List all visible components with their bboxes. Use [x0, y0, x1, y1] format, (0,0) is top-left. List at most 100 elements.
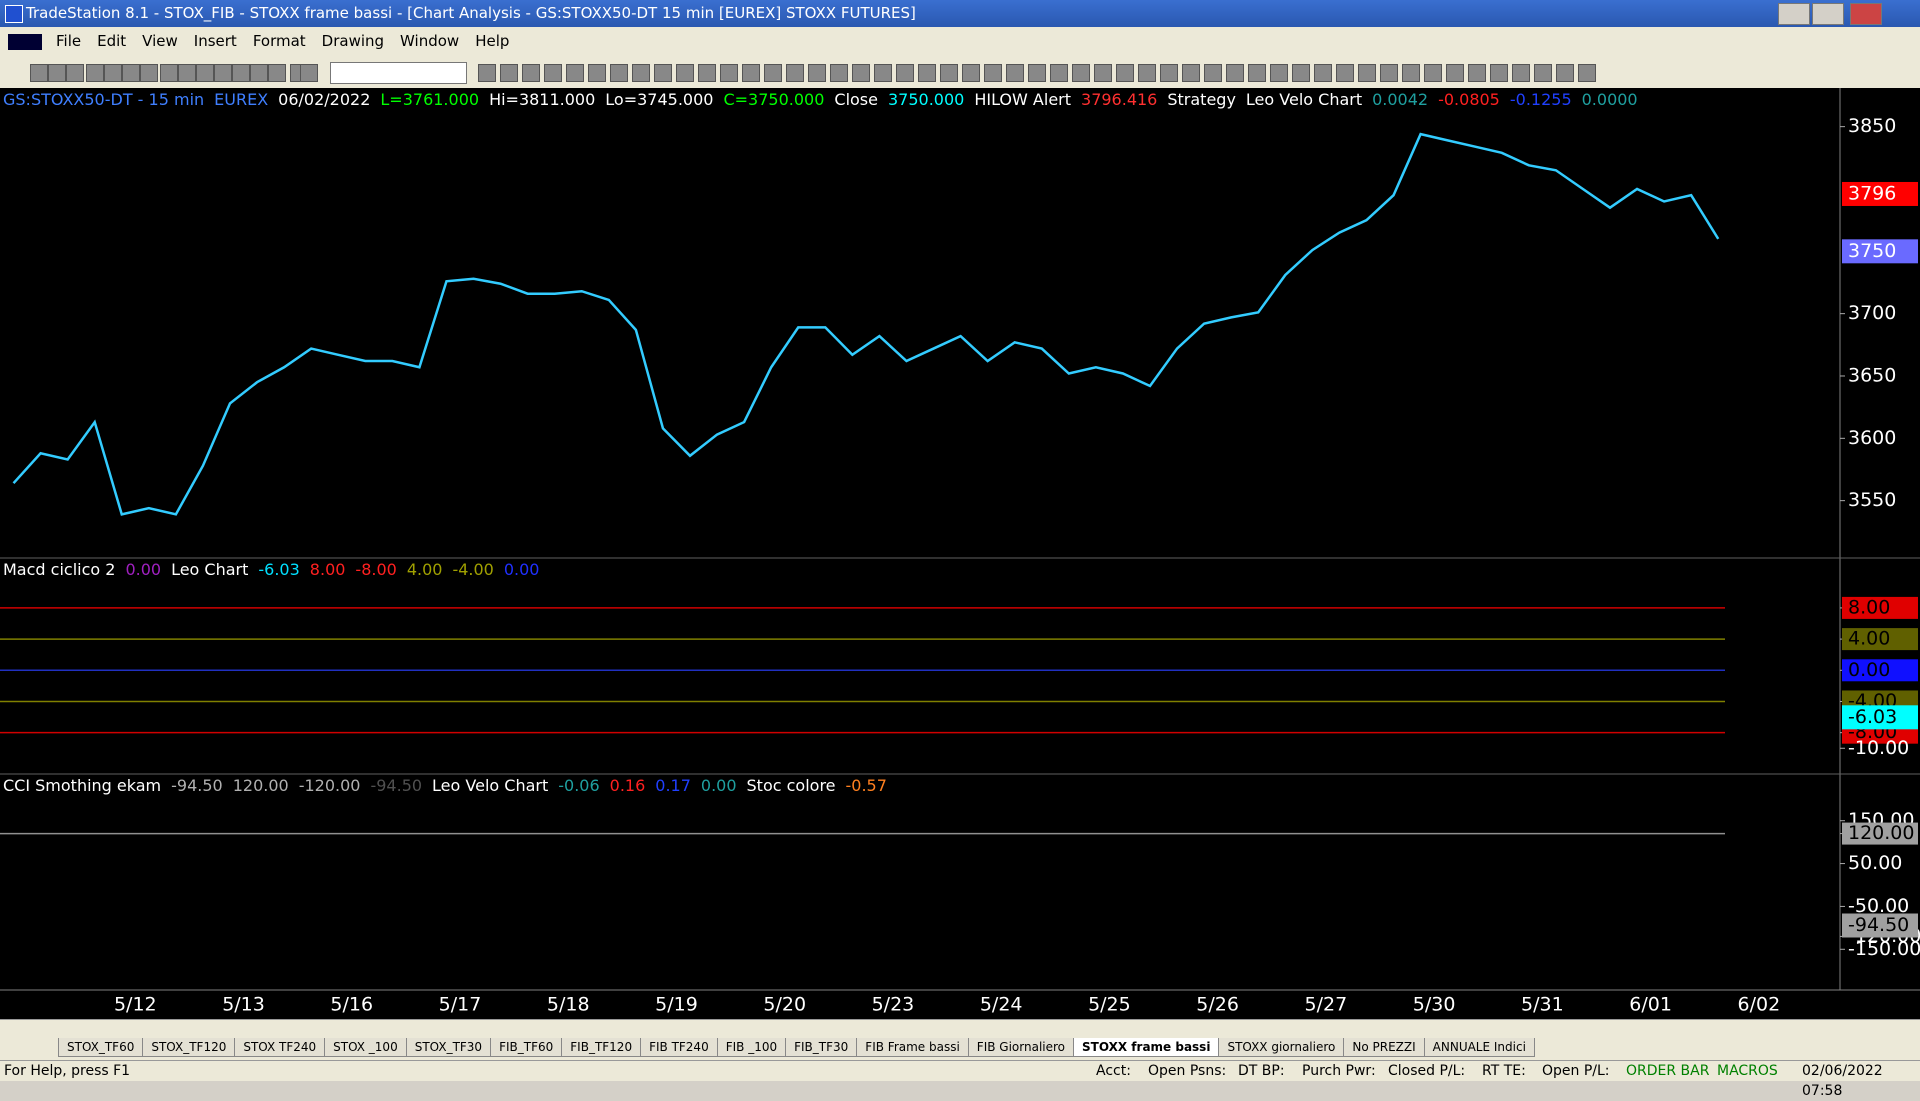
- maximize-button[interactable]: [1812, 3, 1844, 25]
- toolbar-button[interactable]: [1116, 64, 1134, 82]
- toolbar-button[interactable]: [1336, 64, 1354, 82]
- toolbar-button[interactable]: [250, 64, 268, 82]
- toolbar-button[interactable]: [522, 64, 540, 82]
- symbol-combo[interactable]: [330, 62, 467, 84]
- horizontal-scrollbar[interactable]: [0, 1019, 1920, 1039]
- price-marker: [1842, 239, 1918, 264]
- toolbar-button[interactable]: [654, 64, 672, 82]
- toolbar-button[interactable]: [1446, 64, 1464, 82]
- tab[interactable]: FIB _100: [716, 1038, 787, 1057]
- toolbar-button[interactable]: [1314, 64, 1332, 82]
- toolbar-button[interactable]: [808, 64, 826, 82]
- toolbar-button[interactable]: [140, 64, 158, 82]
- tab[interactable]: No PREZZI: [1343, 1038, 1425, 1057]
- toolbar-button[interactable]: [1402, 64, 1420, 82]
- toolbar-button[interactable]: [896, 64, 914, 82]
- toolbar-button[interactable]: [214, 64, 232, 82]
- toolbar-button[interactable]: [500, 64, 518, 82]
- toolbar-button[interactable]: [104, 64, 122, 82]
- minimize-button[interactable]: [1778, 3, 1810, 25]
- toolbar-button[interactable]: [720, 64, 738, 82]
- toolbar-button[interactable]: [1248, 64, 1266, 82]
- tab[interactable]: STOXX giornaliero: [1218, 1038, 1345, 1057]
- toolbar-button[interactable]: [30, 64, 48, 82]
- toolbar-button[interactable]: [676, 64, 694, 82]
- tab[interactable]: STOX_TF30: [405, 1038, 492, 1057]
- order-bar[interactable]: ORDER BAR: [1626, 1063, 1710, 1079]
- toolbar-button[interactable]: [1534, 64, 1552, 82]
- toolbar-button[interactable]: [1380, 64, 1398, 82]
- tab[interactable]: STOX TF240: [234, 1038, 326, 1057]
- close-button[interactable]: [1850, 3, 1882, 25]
- toolbar-button[interactable]: [544, 64, 562, 82]
- toolbar-button[interactable]: [1578, 64, 1596, 82]
- toolbar-button[interactable]: [588, 64, 606, 82]
- toolbar-button[interactable]: [1182, 64, 1200, 82]
- menu-item[interactable]: Drawing: [321, 32, 385, 50]
- toolbar-button[interactable]: [300, 64, 318, 82]
- toolbar-button[interactable]: [1028, 64, 1046, 82]
- toolbar-button[interactable]: [196, 64, 214, 82]
- tab[interactable]: ANNUALE Indici: [1423, 1038, 1535, 1057]
- toolbar-button[interactable]: [1138, 64, 1156, 82]
- toolbar-button[interactable]: [1204, 64, 1222, 82]
- status-field: Open P/L:: [1542, 1063, 1610, 1079]
- toolbar-button[interactable]: [478, 64, 496, 82]
- toolbar-button[interactable]: [918, 64, 936, 82]
- tab[interactable]: FIB Giornaliero: [967, 1038, 1075, 1057]
- toolbar-button[interactable]: [268, 64, 286, 82]
- toolbar-button[interactable]: [1006, 64, 1024, 82]
- toolbar-button[interactable]: [86, 64, 104, 82]
- toolbar-button[interactable]: [698, 64, 716, 82]
- toolbar-button[interactable]: [1270, 64, 1288, 82]
- toolbar-button[interactable]: [1160, 64, 1178, 82]
- menu-item[interactable]: Insert: [193, 32, 237, 50]
- toolbar-button[interactable]: [632, 64, 650, 82]
- toolbar-button[interactable]: [830, 64, 848, 82]
- tab[interactable]: STOX _100: [324, 1038, 407, 1057]
- tab[interactable]: FIB Frame bassi: [856, 1038, 969, 1057]
- toolbar-button[interactable]: [1292, 64, 1310, 82]
- menu-item[interactable]: Edit: [97, 32, 127, 50]
- toolbar-button[interactable]: [874, 64, 892, 82]
- menu-item[interactable]: Help: [475, 32, 510, 50]
- toolbar-button[interactable]: [742, 64, 760, 82]
- toolbar-button[interactable]: [1226, 64, 1244, 82]
- toolbar-button[interactable]: [1072, 64, 1090, 82]
- toolbar-button[interactable]: [852, 64, 870, 82]
- toolbar-button[interactable]: [232, 64, 250, 82]
- toolbar-button[interactable]: [1468, 64, 1486, 82]
- menu-item[interactable]: Window: [400, 32, 460, 50]
- toolbar-button[interactable]: [984, 64, 1002, 82]
- toolbar-button[interactable]: [1490, 64, 1508, 82]
- tab[interactable]: FIB TF240: [640, 1038, 718, 1057]
- toolbar-button[interactable]: [1094, 64, 1112, 82]
- tab[interactable]: FIB_TF30: [785, 1038, 858, 1057]
- menu-item[interactable]: Format: [252, 32, 306, 50]
- toolbar-button[interactable]: [1556, 64, 1574, 82]
- tab[interactable]: FIB_TF60: [490, 1038, 563, 1057]
- toolbar-button[interactable]: [764, 64, 782, 82]
- toolbar-button[interactable]: [962, 64, 980, 82]
- toolbar-button[interactable]: [1050, 64, 1068, 82]
- toolbar-button[interactable]: [122, 64, 140, 82]
- macros[interactable]: MACROS: [1717, 1063, 1778, 1079]
- toolbar-button[interactable]: [786, 64, 804, 82]
- chart-area: 3550 3600 3650 3700 3850 3796 3750 5/12 5/13 5/16…: [0, 88, 1920, 1019]
- toolbar-button[interactable]: [66, 64, 84, 82]
- menu-item[interactable]: File: [56, 32, 82, 50]
- toolbar-button[interactable]: [1358, 64, 1376, 82]
- toolbar-button[interactable]: [48, 64, 66, 82]
- toolbar-button[interactable]: [566, 64, 584, 82]
- tab[interactable]: STOXX frame bassi: [1073, 1038, 1220, 1057]
- toolbar-button[interactable]: [1424, 64, 1442, 82]
- toolbar-button[interactable]: [178, 64, 196, 82]
- tab[interactable]: STOX_TF120: [142, 1038, 236, 1057]
- toolbar-button[interactable]: [610, 64, 628, 82]
- menu-item[interactable]: View: [142, 32, 178, 50]
- tab[interactable]: FIB_TF120: [561, 1038, 642, 1057]
- tab[interactable]: STOX_TF60: [58, 1038, 144, 1057]
- toolbar-button[interactable]: [160, 64, 178, 82]
- toolbar-button[interactable]: [940, 64, 958, 82]
- toolbar-button[interactable]: [1512, 64, 1530, 82]
